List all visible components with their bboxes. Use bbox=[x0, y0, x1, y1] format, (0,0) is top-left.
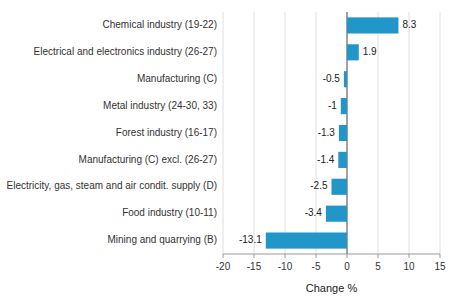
tick-mark bbox=[440, 254, 441, 258]
bar bbox=[338, 152, 347, 168]
axis-line bbox=[223, 254, 440, 255]
tick-mark bbox=[347, 254, 348, 258]
category-label: Manufacturing (C) bbox=[137, 73, 217, 84]
grid-line bbox=[409, 12, 410, 254]
bars bbox=[266, 17, 399, 248]
data-label: -1 bbox=[328, 100, 337, 111]
tick-mark bbox=[254, 254, 255, 258]
category-label: Manufacturing (C) excl. (26-27) bbox=[79, 154, 217, 165]
x-axis-title: Change % bbox=[306, 282, 358, 294]
category-label: Forest industry (16-17) bbox=[116, 127, 217, 138]
tick-label: 5 bbox=[375, 261, 381, 272]
tick-mark bbox=[378, 254, 379, 258]
tick-label: 15 bbox=[434, 261, 446, 272]
tick-label: 10 bbox=[403, 261, 415, 272]
tick-mark bbox=[223, 254, 224, 258]
tick-mark bbox=[316, 254, 317, 258]
bar bbox=[341, 98, 347, 114]
bar bbox=[339, 125, 347, 141]
category-label: Chemical industry (19-22) bbox=[103, 19, 218, 30]
grid-line bbox=[254, 12, 255, 254]
tick-mark bbox=[285, 254, 286, 258]
grid-line bbox=[378, 12, 379, 254]
tick-label: -5 bbox=[312, 261, 321, 272]
data-labels: 8.3 1.9 -0.5 -1 -1.3 -1.4 -2.5 -3.4 -13.1 bbox=[239, 19, 417, 245]
data-label: -13.1 bbox=[239, 234, 262, 245]
data-label: -2.5 bbox=[310, 180, 328, 191]
bar bbox=[266, 232, 347, 248]
bar bbox=[332, 179, 348, 195]
data-label: -0.5 bbox=[323, 73, 341, 84]
category-label: Mining and quarrying (B) bbox=[108, 234, 218, 245]
tick-label: 0 bbox=[344, 261, 350, 272]
category-label: Electricity, gas, steam and air condit. … bbox=[7, 180, 217, 191]
tick-label: -10 bbox=[278, 261, 293, 272]
category-labels: Chemical industry (19-22) Electrical and … bbox=[7, 19, 217, 245]
bar bbox=[347, 44, 359, 60]
tick-mark bbox=[409, 254, 410, 258]
grid bbox=[223, 12, 440, 254]
data-label: 8.3 bbox=[402, 19, 416, 30]
bar bbox=[347, 17, 398, 33]
page: {"chart_data": {"type": "bar", "orientat… bbox=[0, 0, 454, 302]
data-label: -1.4 bbox=[317, 154, 335, 165]
category-label: Electrical and electronics industry (26-… bbox=[34, 46, 217, 57]
data-label: -1.3 bbox=[318, 127, 336, 138]
tick-label: -15 bbox=[247, 261, 262, 272]
category-label: Food industry (10-11) bbox=[122, 207, 217, 218]
grid-line bbox=[440, 12, 441, 254]
grid-line bbox=[223, 12, 224, 254]
data-label: 1.9 bbox=[363, 46, 377, 57]
data-label: -3.4 bbox=[305, 207, 323, 218]
x-axis: -20 -15 -10 -5 0 5 10 15 bbox=[216, 254, 446, 272]
tick-label: -20 bbox=[216, 261, 231, 272]
grid-line bbox=[285, 12, 286, 254]
bar bbox=[344, 71, 347, 87]
category-label: Metal industry (24-30, 33) bbox=[103, 100, 217, 111]
bar bbox=[326, 206, 347, 222]
chart: Chemical industry (19-22) Electrical and … bbox=[0, 0, 454, 302]
